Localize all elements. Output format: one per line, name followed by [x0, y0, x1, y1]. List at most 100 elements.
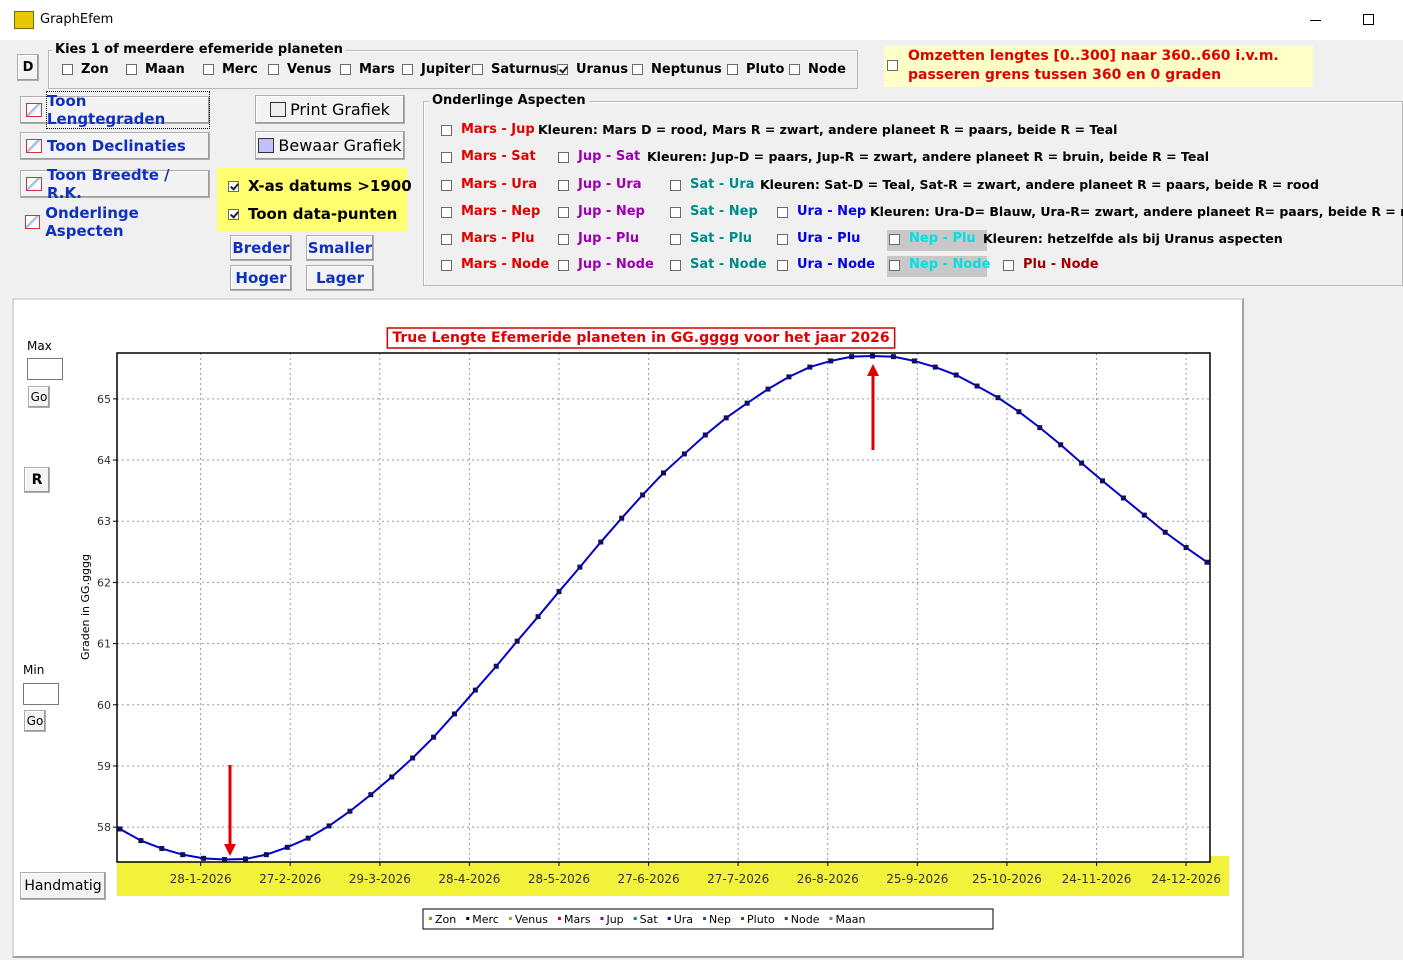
checkbox[interactable] [402, 64, 413, 75]
data-point [1183, 545, 1189, 551]
legend-marker [429, 917, 432, 920]
checkbox[interactable] [670, 234, 681, 245]
checkbox[interactable] [1003, 260, 1014, 271]
checkbox[interactable] [228, 181, 239, 192]
size-button[interactable]: Hoger [230, 265, 292, 291]
checkbox[interactable] [441, 234, 452, 245]
data-point [911, 358, 917, 364]
manual-button[interactable]: Handmatig [20, 872, 106, 900]
checkbox[interactable] [887, 60, 898, 71]
notice-line: Omzetten lengtes [0..300] naar 360..660 … [908, 48, 1279, 64]
aspect-label: Mars - Plu [461, 231, 535, 246]
checkbox[interactable] [558, 234, 569, 245]
legend-label: Mars [564, 913, 591, 926]
view-button[interactable]: Onderlinge Aspecten [20, 204, 212, 240]
aspect-label: Ura - Plu [797, 231, 861, 246]
data-point [431, 734, 437, 740]
checkbox[interactable] [889, 234, 900, 245]
notice-box [884, 46, 1313, 87]
aspect-label: Jup - Ura [578, 177, 642, 192]
data-point [598, 539, 604, 545]
planet-group [48, 50, 858, 89]
y-tick-label: 59 [97, 760, 111, 773]
view-button[interactable]: Toon Declinaties [20, 132, 210, 160]
checkbox[interactable] [441, 125, 452, 136]
checkbox[interactable] [777, 260, 788, 271]
checkbox[interactable] [441, 207, 452, 218]
file-button[interactable]: Print Grafiek [255, 95, 405, 124]
checkbox[interactable] [889, 260, 900, 271]
checkbox[interactable] [126, 64, 137, 75]
view-button[interactable]: Toon Lengtegraden [20, 91, 211, 129]
legend-label: Ura [674, 913, 693, 926]
planet-label: Merc [222, 62, 258, 77]
arrow-head [867, 364, 879, 376]
data-point [159, 846, 165, 852]
data-point [870, 353, 876, 359]
max-go-button[interactable]: Go [28, 386, 50, 408]
data-point [995, 395, 1001, 401]
minimize-button[interactable] [1310, 20, 1321, 21]
x-tick-label: 25-9-2026 [886, 872, 948, 886]
chart-title: True Lengte Efemeride planeten in GG.ggg… [392, 330, 889, 346]
size-button[interactable]: Breder [230, 235, 292, 261]
data-point [138, 838, 144, 844]
aspect-label: Mars - Ura [461, 177, 538, 192]
checkbox[interactable] [203, 64, 214, 75]
min-go-button[interactable]: Go [24, 710, 46, 732]
y-tick-label: 58 [97, 821, 111, 834]
data-point [828, 358, 834, 364]
reset-button[interactable]: R [24, 467, 50, 493]
x-tick-label: 24-11-2026 [1062, 872, 1132, 886]
checkbox[interactable] [62, 64, 73, 75]
y-tick-label: 64 [97, 454, 111, 467]
aspect-label: Nep - Plu [909, 231, 976, 246]
file-button[interactable]: Bewaar Grafiek [255, 131, 405, 160]
checkbox[interactable] [472, 64, 483, 75]
x-tick-label: 28-4-2026 [438, 872, 500, 886]
checkbox[interactable] [777, 234, 788, 245]
app-icon [14, 11, 34, 29]
data-point [1037, 425, 1043, 431]
d-button[interactable]: D [17, 54, 39, 81]
legend-marker [557, 917, 561, 920]
checkbox[interactable] [441, 260, 452, 271]
checkbox[interactable] [228, 209, 239, 220]
checkbox[interactable] [558, 152, 569, 163]
checkbox[interactable] [670, 180, 681, 191]
planet-label: Venus [287, 62, 332, 77]
max-input[interactable] [27, 358, 63, 380]
maximize-button[interactable] [1363, 14, 1374, 25]
checkbox[interactable] [441, 180, 452, 191]
legend-marker [600, 917, 604, 920]
y-tick-label: 60 [97, 699, 111, 712]
aspect-label: Sat - Node [690, 257, 767, 272]
checkbox[interactable] [558, 180, 569, 191]
legend-label: Sat [640, 913, 659, 926]
checkbox[interactable] [670, 207, 681, 218]
data-point [451, 711, 457, 717]
checkbox[interactable] [558, 260, 569, 271]
view-button[interactable]: Toon Breedte / R.K. [20, 166, 210, 202]
size-button[interactable]: Smaller [306, 235, 374, 261]
checkbox[interactable] [441, 152, 452, 163]
data-point [1058, 442, 1064, 448]
checkbox[interactable] [557, 64, 568, 75]
checkbox[interactable] [340, 64, 351, 75]
min-input[interactable] [23, 683, 59, 705]
checkbox[interactable] [558, 207, 569, 218]
data-point [849, 354, 855, 360]
legend-marker [784, 917, 788, 920]
min-label: Min [23, 663, 45, 677]
checkbox[interactable] [632, 64, 643, 75]
data-point [410, 755, 416, 761]
plot-area [117, 353, 1210, 862]
x-tick-label: 28-5-2026 [528, 872, 590, 886]
checkbox[interactable] [777, 207, 788, 218]
checkbox[interactable] [268, 64, 279, 75]
checkbox[interactable] [727, 64, 738, 75]
size-button[interactable]: Lager [306, 265, 374, 291]
checkbox[interactable] [670, 260, 681, 271]
checkbox[interactable] [789, 64, 800, 75]
